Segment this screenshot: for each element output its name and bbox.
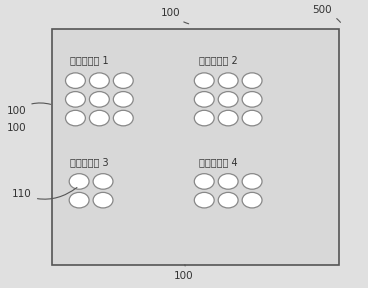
Circle shape	[242, 174, 262, 189]
Circle shape	[242, 192, 262, 208]
Circle shape	[69, 174, 89, 189]
Circle shape	[194, 92, 214, 107]
Bar	[52, 29, 339, 265]
Circle shape	[242, 92, 262, 107]
Circle shape	[218, 73, 238, 88]
Circle shape	[93, 192, 113, 208]
Circle shape	[194, 73, 214, 88]
Circle shape	[89, 92, 109, 107]
Circle shape	[69, 192, 89, 208]
Circle shape	[93, 174, 113, 189]
Circle shape	[89, 73, 109, 88]
Circle shape	[194, 110, 214, 126]
Circle shape	[194, 192, 214, 208]
Circle shape	[218, 92, 238, 107]
Text: 测试点模块 3: 测试点模块 3	[70, 157, 109, 167]
Circle shape	[242, 73, 262, 88]
Circle shape	[66, 73, 85, 88]
Circle shape	[113, 73, 133, 88]
Circle shape	[242, 110, 262, 126]
Text: 110: 110	[12, 187, 77, 199]
Circle shape	[66, 110, 85, 126]
Circle shape	[218, 174, 238, 189]
Text: 测试点模块 1: 测试点模块 1	[70, 55, 109, 65]
Circle shape	[218, 110, 238, 126]
Text: 100: 100	[7, 103, 51, 116]
Circle shape	[89, 110, 109, 126]
Circle shape	[218, 192, 238, 208]
Text: 100: 100	[174, 265, 194, 281]
Text: 100: 100	[161, 8, 189, 24]
Text: 100: 100	[7, 123, 26, 133]
Circle shape	[113, 92, 133, 107]
Text: 测试点模块 2: 测试点模块 2	[199, 55, 237, 65]
Text: 测试点模块 4: 测试点模块 4	[199, 157, 237, 167]
Text: 500: 500	[312, 5, 340, 22]
Circle shape	[194, 174, 214, 189]
Circle shape	[66, 92, 85, 107]
Circle shape	[113, 110, 133, 126]
